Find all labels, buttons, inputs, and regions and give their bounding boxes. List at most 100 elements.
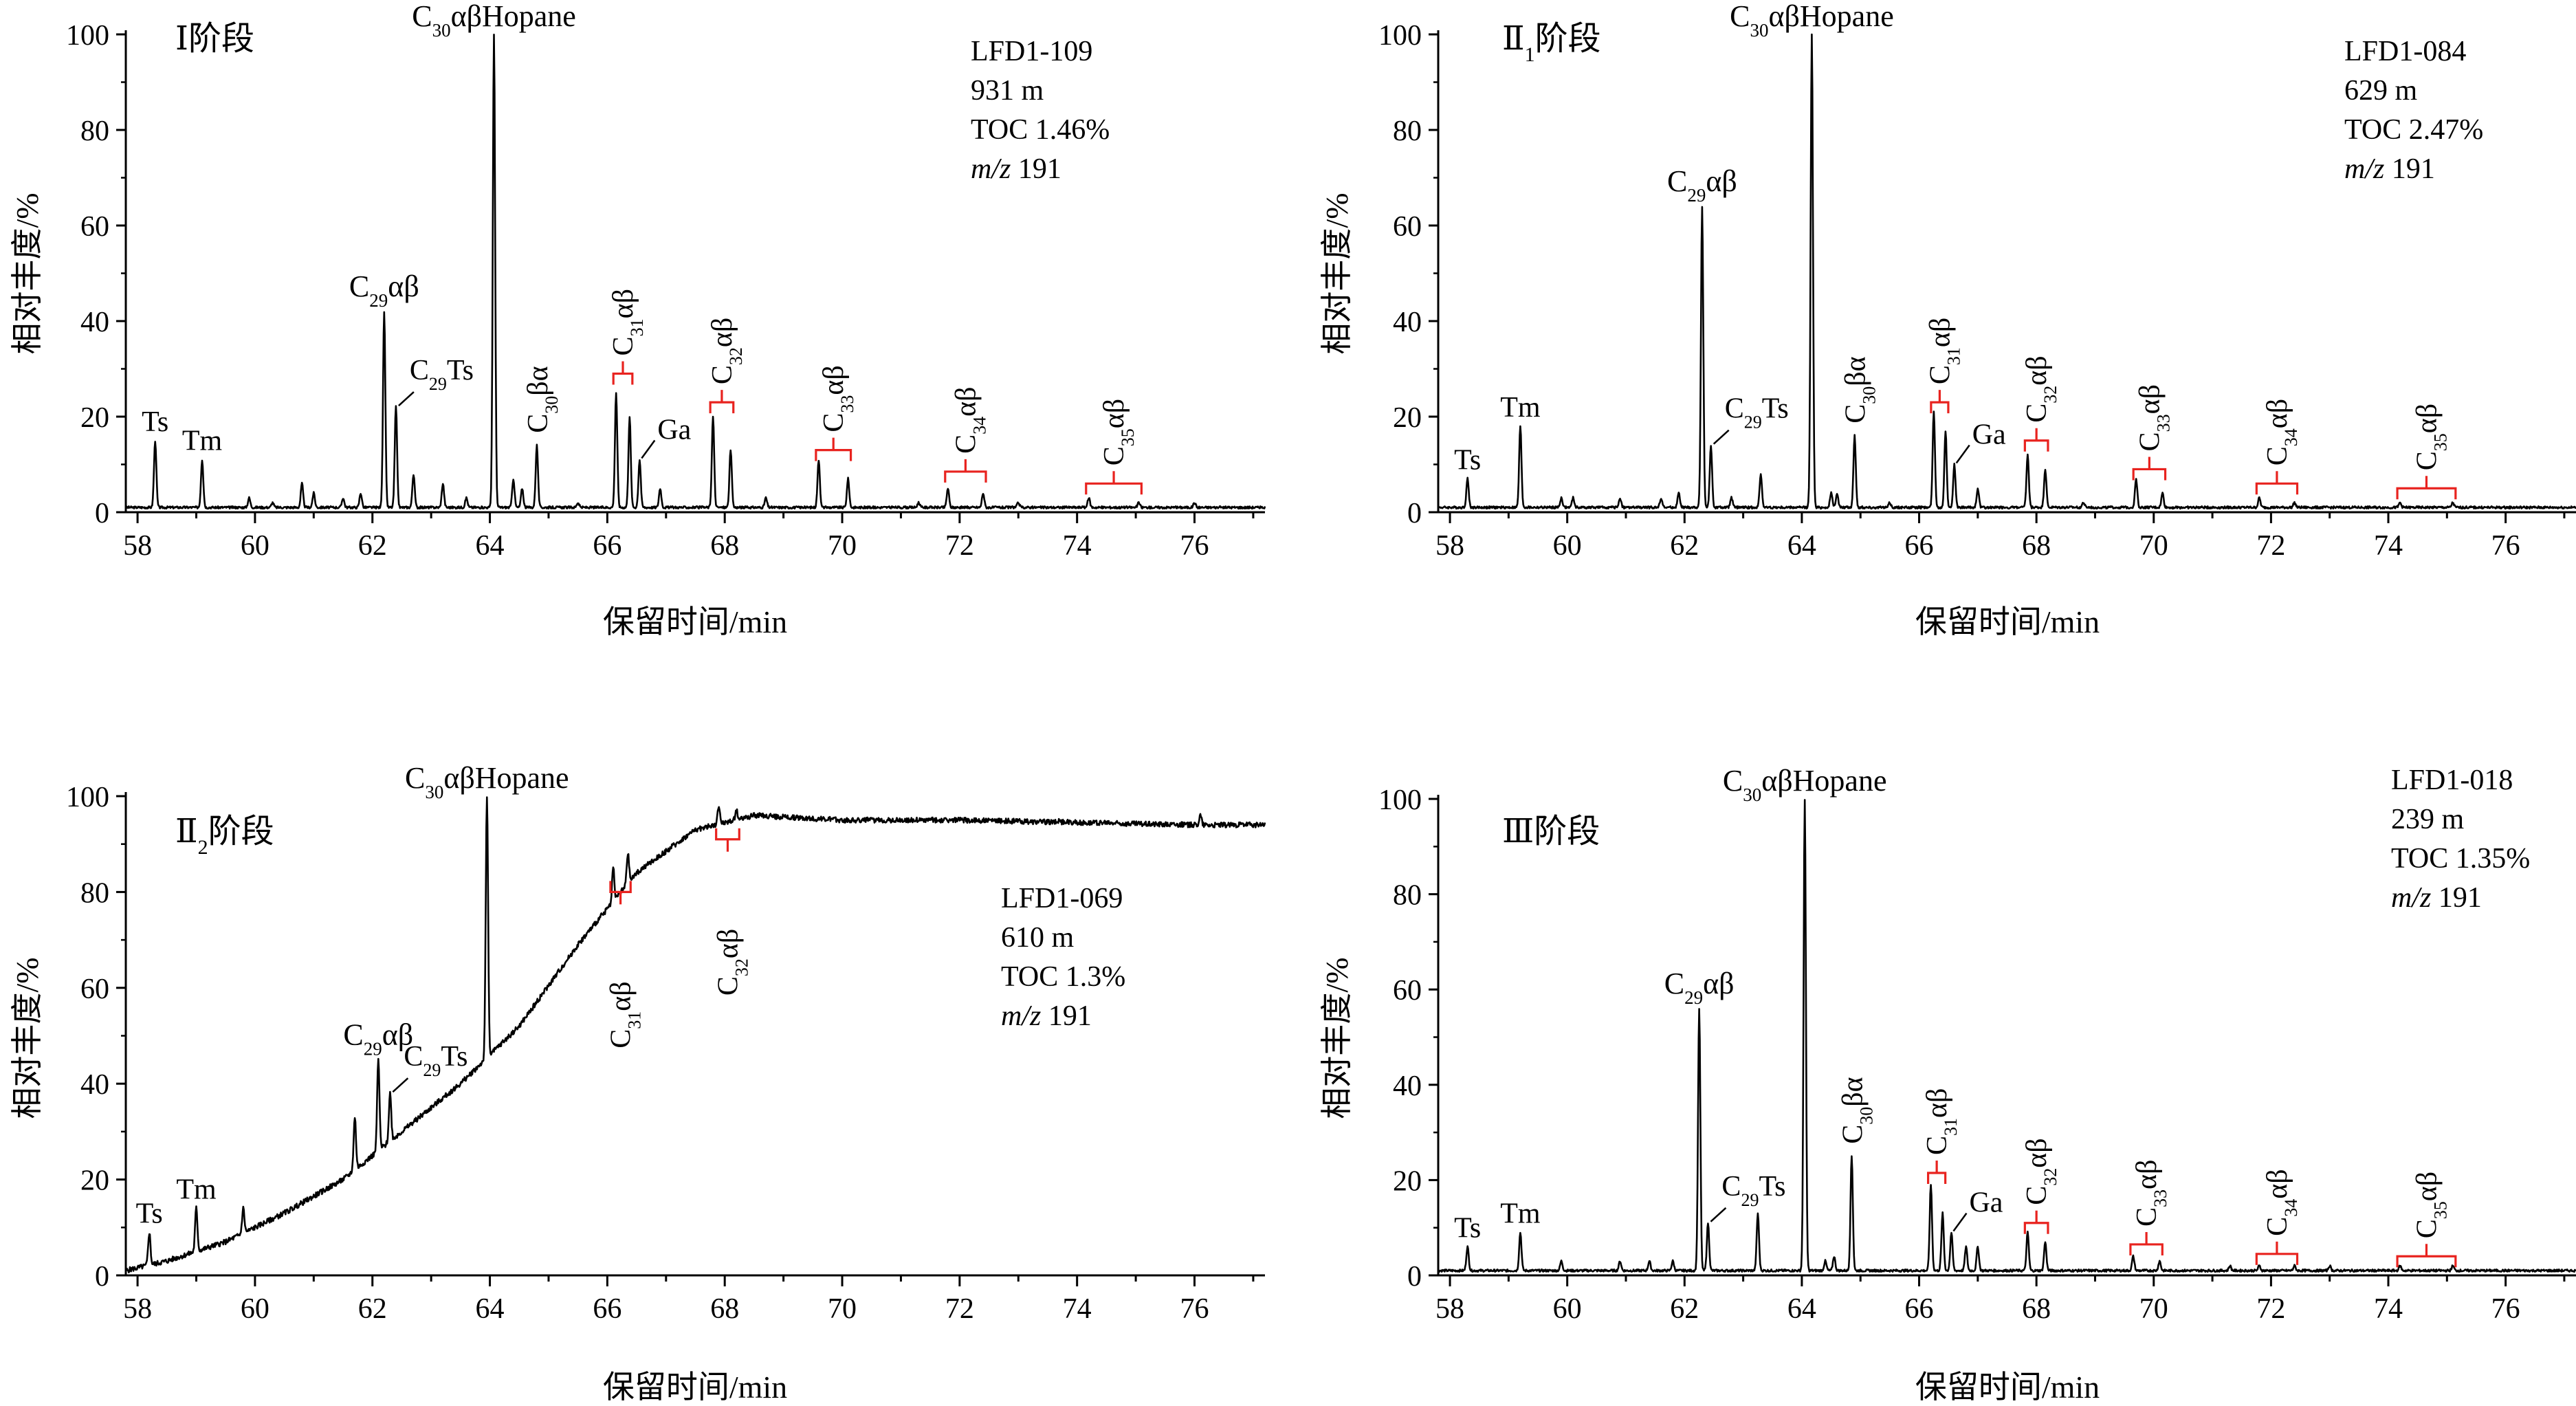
- peak-label-tm: Tm: [1500, 392, 1541, 424]
- y-tick-label: 60: [80, 211, 109, 243]
- peak-label-c29ab: C29αβ: [343, 1018, 413, 1059]
- group-bracket: [1927, 1161, 1947, 1185]
- group-label: C34αβ: [950, 387, 989, 454]
- group-label: C34αβ: [2262, 1169, 2301, 1235]
- y-tick-label: 60: [1393, 211, 1422, 243]
- x-tick-label: 60: [241, 530, 269, 562]
- peak-label-hopane: C30αβHopane: [1730, 0, 1894, 41]
- peak-leader-line: [1955, 444, 1970, 464]
- y-tick-label: 80: [80, 877, 109, 909]
- x-tick-label: 62: [358, 530, 387, 562]
- group-bracket: [2255, 1241, 2299, 1265]
- x-tick-label: 72: [945, 530, 974, 562]
- group-bracket: [1930, 390, 1950, 414]
- group-label: C34αβ: [2262, 399, 2301, 465]
- peak-label-c30ba: C30βα: [522, 366, 562, 432]
- sample-info-line: 629 m: [2344, 75, 2418, 107]
- y-tick-label: 20: [80, 1165, 109, 1197]
- y-tick-label: 40: [1393, 307, 1422, 338]
- x-tick-label: 68: [2022, 1293, 2051, 1325]
- x-tick-label: 66: [1905, 1293, 1934, 1325]
- peak-label-c29ts: C29Ts: [1725, 393, 1789, 432]
- x-tick-label: 64: [476, 530, 505, 562]
- group-label: C35αβ: [1099, 399, 1138, 465]
- x-tick-label: 74: [1063, 530, 1092, 562]
- x-tick-label: 68: [2022, 530, 2051, 562]
- group-bracket: [709, 390, 735, 414]
- peak-label-ts: Ts: [1454, 1212, 1481, 1244]
- group-label: C32αβ: [2021, 355, 2060, 422]
- y-tick-label: 60: [1393, 975, 1422, 1007]
- x-tick-label: 64: [1787, 530, 1816, 562]
- peak-label-ga: Ga: [657, 415, 691, 446]
- peak-label-hopane: C30αβHopane: [1723, 764, 1887, 805]
- group-label: C31αβ: [1922, 1088, 1961, 1155]
- x-tick-label: 74: [2374, 530, 2403, 562]
- group-label: C31αβ: [606, 981, 645, 1048]
- y-tick-label: 40: [1393, 1070, 1422, 1102]
- x-tick-label: 58: [1435, 1293, 1464, 1325]
- sample-info-line: 610 m: [1001, 922, 1075, 954]
- stage-label: Ⅰ阶段: [175, 21, 254, 57]
- x-tick-label: 58: [123, 530, 152, 562]
- group-bracket: [2023, 428, 2049, 452]
- y-tick-label: 0: [95, 1261, 109, 1293]
- group-label: C32αβ: [707, 318, 746, 384]
- y-axis-title: 相对丰度/%: [1319, 193, 1354, 354]
- stage-label: Ⅲ阶段: [1502, 813, 1600, 850]
- x-tick-label: 66: [593, 530, 621, 562]
- y-tick-label: 100: [66, 782, 109, 813]
- x-tick-label: 64: [476, 1293, 505, 1325]
- peak-label-c29ts: C29Ts: [410, 355, 474, 394]
- x-tick-label: 70: [2139, 530, 2168, 562]
- x-axis-title: 保留时间/min: [603, 1370, 787, 1405]
- group-bracket: [1085, 471, 1143, 495]
- peak-label-c29ab: C29αβ: [349, 270, 419, 311]
- group-bracket: [2396, 1244, 2457, 1268]
- y-tick-label: 40: [80, 307, 109, 338]
- x-axis-title: 保留时间/min: [1915, 1370, 2100, 1405]
- y-tick-label: 40: [80, 1069, 109, 1101]
- sample-info-line: TOC 2.47%: [2344, 114, 2483, 146]
- stage-label: Ⅱ2阶段: [175, 813, 274, 859]
- chromatogram-trace: [1437, 33, 2576, 510]
- group-bracket: [815, 437, 852, 461]
- x-tick-label: 62: [358, 1293, 387, 1325]
- y-axis-title: 相对丰度/%: [1319, 957, 1354, 1119]
- group-bracket: [715, 828, 740, 852]
- peak-leader-line: [1713, 429, 1730, 445]
- x-tick-label: 60: [1553, 1293, 1582, 1325]
- x-tick-label: 72: [2256, 1293, 2285, 1325]
- sample-info-line: 931 m: [971, 75, 1044, 107]
- group-label: C35αβ: [2411, 404, 2450, 470]
- x-axis-title: 保留时间/min: [603, 604, 787, 639]
- y-tick-label: 80: [1393, 116, 1422, 147]
- y-tick-label: 60: [80, 974, 109, 1005]
- group-bracket: [2255, 471, 2299, 495]
- y-tick-label: 20: [1393, 402, 1422, 434]
- y-tick-label: 20: [1393, 1165, 1422, 1197]
- y-tick-label: 100: [1378, 784, 1422, 816]
- x-tick-label: 70: [828, 1293, 857, 1325]
- x-tick-label: 58: [1435, 530, 1464, 562]
- x-tick-label: 60: [1553, 530, 1582, 562]
- x-tick-label: 68: [710, 1293, 739, 1325]
- peak-label-tm: Tm: [1500, 1198, 1541, 1230]
- group-label: C35αβ: [2411, 1172, 2450, 1238]
- x-tick-label: 66: [1905, 530, 1934, 562]
- sample-info-line: LFD1-109: [971, 36, 1092, 67]
- x-tick-label: 76: [1180, 530, 1209, 562]
- chromatogram-trace: [124, 796, 1266, 1273]
- peak-leader-line: [398, 391, 415, 407]
- group-bracket: [2132, 457, 2167, 481]
- y-tick-label: 100: [1378, 20, 1422, 52]
- group-label: C31αβ: [608, 289, 647, 355]
- sample-info-line: TOC 1.46%: [971, 114, 1110, 146]
- chromatogram-trace: [1437, 799, 2576, 1273]
- peak-label-ts: Ts: [142, 406, 168, 438]
- group-bracket: [2023, 1210, 2049, 1234]
- x-tick-label: 62: [1670, 530, 1699, 562]
- group-bracket: [612, 361, 634, 385]
- peak-label-ga: Ga: [1969, 1187, 2003, 1219]
- x-tick-label: 64: [1787, 1293, 1816, 1325]
